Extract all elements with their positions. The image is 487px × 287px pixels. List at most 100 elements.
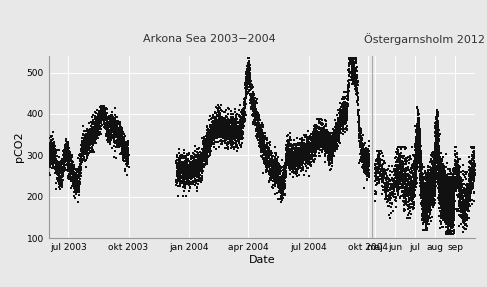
Point — [203, 148, 211, 152]
Point — [427, 173, 434, 178]
Point — [460, 226, 468, 230]
Point — [433, 137, 441, 141]
Point — [221, 123, 228, 128]
Point — [440, 209, 448, 214]
Point — [398, 173, 406, 177]
Point — [420, 201, 428, 206]
Point — [418, 189, 426, 194]
Point — [432, 156, 440, 161]
Point — [286, 144, 294, 149]
Point — [444, 201, 452, 205]
Point — [287, 163, 295, 167]
Point — [252, 126, 260, 131]
Point — [65, 156, 73, 160]
Point — [442, 185, 450, 190]
Point — [418, 186, 426, 191]
Point — [443, 209, 450, 214]
Point — [349, 69, 357, 73]
Point — [403, 179, 411, 184]
Point — [461, 214, 469, 218]
Point — [225, 125, 233, 129]
Point — [187, 169, 195, 173]
Point — [186, 186, 194, 190]
Point — [334, 121, 342, 125]
Point — [87, 131, 94, 136]
Point — [98, 115, 106, 120]
Point — [445, 202, 453, 207]
Point — [423, 187, 431, 191]
Point — [101, 111, 109, 115]
Point — [262, 156, 269, 161]
Point — [374, 181, 381, 186]
Point — [420, 216, 428, 220]
Point — [249, 107, 257, 112]
Point — [411, 164, 419, 169]
Point — [104, 140, 112, 144]
Point — [89, 134, 97, 139]
Point — [65, 166, 73, 171]
Point — [269, 160, 277, 164]
Point — [360, 165, 368, 170]
Point — [462, 216, 470, 221]
Point — [285, 166, 293, 170]
Point — [186, 170, 193, 174]
Point — [283, 147, 291, 152]
Point — [313, 133, 320, 137]
Point — [293, 154, 300, 158]
Point — [78, 141, 86, 145]
Point — [396, 163, 404, 168]
Point — [386, 193, 393, 197]
Point — [109, 113, 116, 117]
Point — [231, 131, 239, 136]
Point — [208, 139, 216, 144]
Point — [318, 137, 326, 141]
Point — [348, 60, 356, 65]
Point — [390, 169, 397, 174]
Point — [65, 153, 73, 157]
Point — [63, 150, 71, 155]
Point — [450, 228, 457, 233]
Point — [463, 201, 470, 205]
Point — [48, 159, 56, 164]
Point — [250, 92, 258, 97]
Point — [326, 149, 334, 154]
Point — [251, 119, 259, 123]
Point — [91, 127, 98, 132]
Point — [177, 167, 185, 172]
Point — [116, 125, 124, 130]
Point — [263, 155, 271, 160]
Point — [220, 128, 228, 132]
Point — [342, 120, 350, 124]
Point — [95, 115, 103, 119]
Point — [184, 168, 192, 173]
Point — [204, 150, 212, 154]
Point — [260, 159, 268, 164]
Point — [56, 167, 64, 171]
Point — [447, 200, 454, 204]
Point — [405, 188, 413, 193]
Point — [173, 172, 181, 177]
Point — [329, 137, 337, 142]
Point — [67, 166, 75, 171]
Point — [426, 207, 433, 212]
Point — [435, 161, 443, 165]
Point — [450, 170, 458, 175]
Point — [124, 144, 131, 149]
Point — [55, 165, 62, 170]
Point — [385, 198, 393, 202]
Point — [63, 146, 71, 150]
Point — [196, 163, 204, 167]
Point — [399, 184, 407, 189]
Point — [416, 136, 424, 141]
Point — [304, 166, 312, 170]
Point — [355, 121, 363, 126]
Point — [421, 228, 429, 232]
Point — [232, 143, 240, 148]
Point — [190, 171, 198, 176]
Point — [98, 110, 106, 114]
Point — [379, 170, 387, 174]
Point — [289, 151, 297, 156]
Point — [347, 56, 355, 60]
Point — [307, 142, 315, 147]
Point — [445, 221, 453, 225]
